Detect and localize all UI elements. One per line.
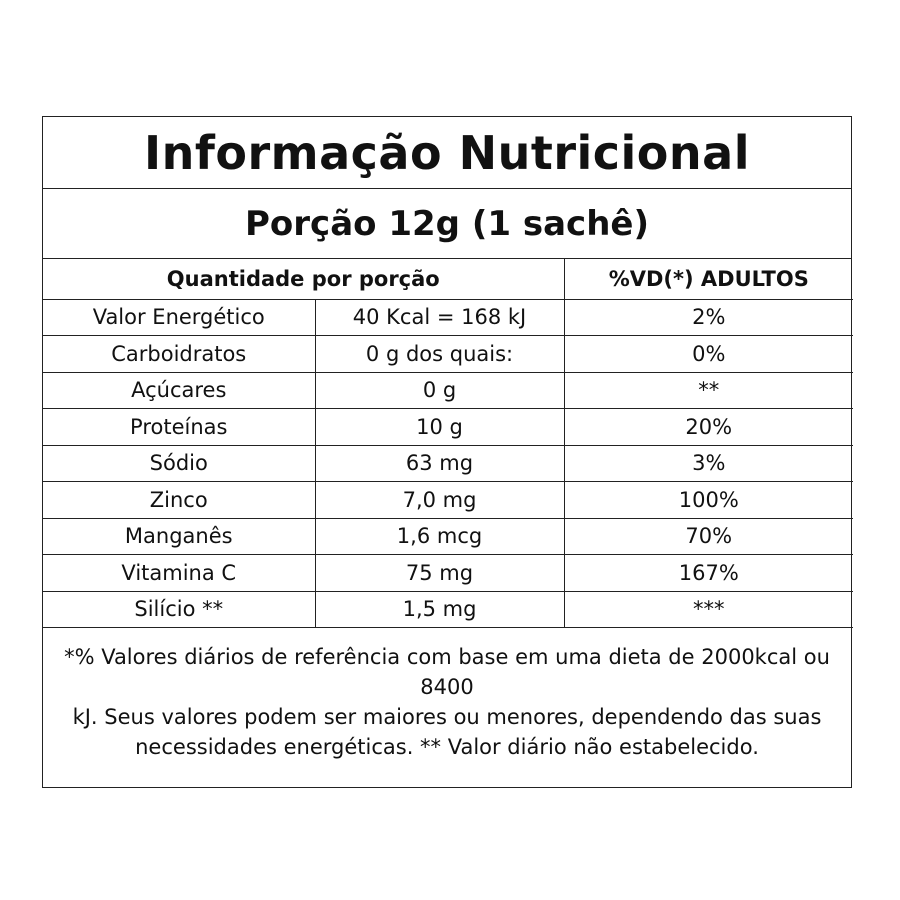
- table-row: Zinco 7,0 mg 100%: [43, 481, 854, 519]
- table-row: Carboidratos 0 g dos quais: 0%: [43, 335, 854, 373]
- nutrient-daily-value: 2%: [563, 298, 854, 336]
- nutrient-amount: 10 g: [314, 408, 565, 446]
- nutrient-name: Valor Energético: [43, 298, 316, 336]
- portion-size: Porção 12g (1 sachê): [43, 189, 851, 259]
- nutrition-table: Quantidade por porção %VD(*) ADULTOS Val…: [43, 259, 854, 628]
- table-row: Manganês 1,6 mcg 70%: [43, 517, 854, 555]
- nutrient-daily-value: 20%: [563, 408, 854, 446]
- nutrient-name: Manganês: [43, 517, 316, 555]
- nutrient-daily-value: 100%: [563, 481, 854, 519]
- table-row: Silício ** 1,5 mg ***: [43, 590, 854, 628]
- table-row: Açúcares 0 g **: [43, 371, 854, 409]
- nutrient-daily-value: 70%: [563, 517, 854, 555]
- quantity-header: Quantidade por porção: [43, 259, 565, 300]
- nutrient-daily-value: 3%: [563, 444, 854, 482]
- footnote-line-2: kJ. Seus valores podem ser maiores ou me…: [72, 705, 822, 759]
- nutrient-daily-value: 167%: [563, 554, 854, 592]
- nutrition-facts-panel: Informação Nutricional Porção 12g (1 sac…: [42, 116, 854, 788]
- nutrient-amount: 40 Kcal = 168 kJ: [314, 298, 565, 336]
- nutrient-name: Açúcares: [43, 371, 316, 409]
- table-row: Proteínas 10 g 20%: [43, 408, 854, 446]
- table-row: Vitamina C 75 mg 167%: [43, 554, 854, 592]
- daily-value-header: %VD(*) ADULTOS: [563, 259, 854, 300]
- nutrient-daily-value: 0%: [563, 335, 854, 373]
- nutrient-name: Silício **: [43, 590, 316, 628]
- table-header-row: Quantidade por porção %VD(*) ADULTOS: [43, 259, 854, 300]
- nutrition-title: Informação Nutricional: [43, 117, 851, 189]
- table-row: Sódio 63 mg 3%: [43, 444, 854, 482]
- nutrient-amount: 1,6 mcg: [314, 517, 565, 555]
- nutrient-name: Zinco: [43, 481, 316, 519]
- table-row: Valor Energético 40 Kcal = 168 kJ 2%: [43, 298, 854, 336]
- nutrient-amount: 0 g dos quais:: [314, 335, 565, 373]
- nutrient-daily-value: **: [563, 371, 854, 409]
- nutrient-name: Vitamina C: [43, 554, 316, 592]
- nutrient-daily-value: ***: [563, 590, 854, 628]
- nutrient-amount: 1,5 mg: [314, 590, 565, 628]
- nutrient-amount: 7,0 mg: [314, 481, 565, 519]
- nutrient-name: Sódio: [43, 444, 316, 482]
- nutrient-amount: 75 mg: [314, 554, 565, 592]
- nutrient-name: Carboidratos: [43, 335, 316, 373]
- nutrient-amount: 63 mg: [314, 444, 565, 482]
- footnote-line-1: *% Valores diários de referência com bas…: [64, 645, 830, 699]
- nutrient-name: Proteínas: [43, 408, 316, 446]
- nutrient-amount: 0 g: [314, 371, 565, 409]
- footnote: *% Valores diários de referência com bas…: [43, 628, 851, 762]
